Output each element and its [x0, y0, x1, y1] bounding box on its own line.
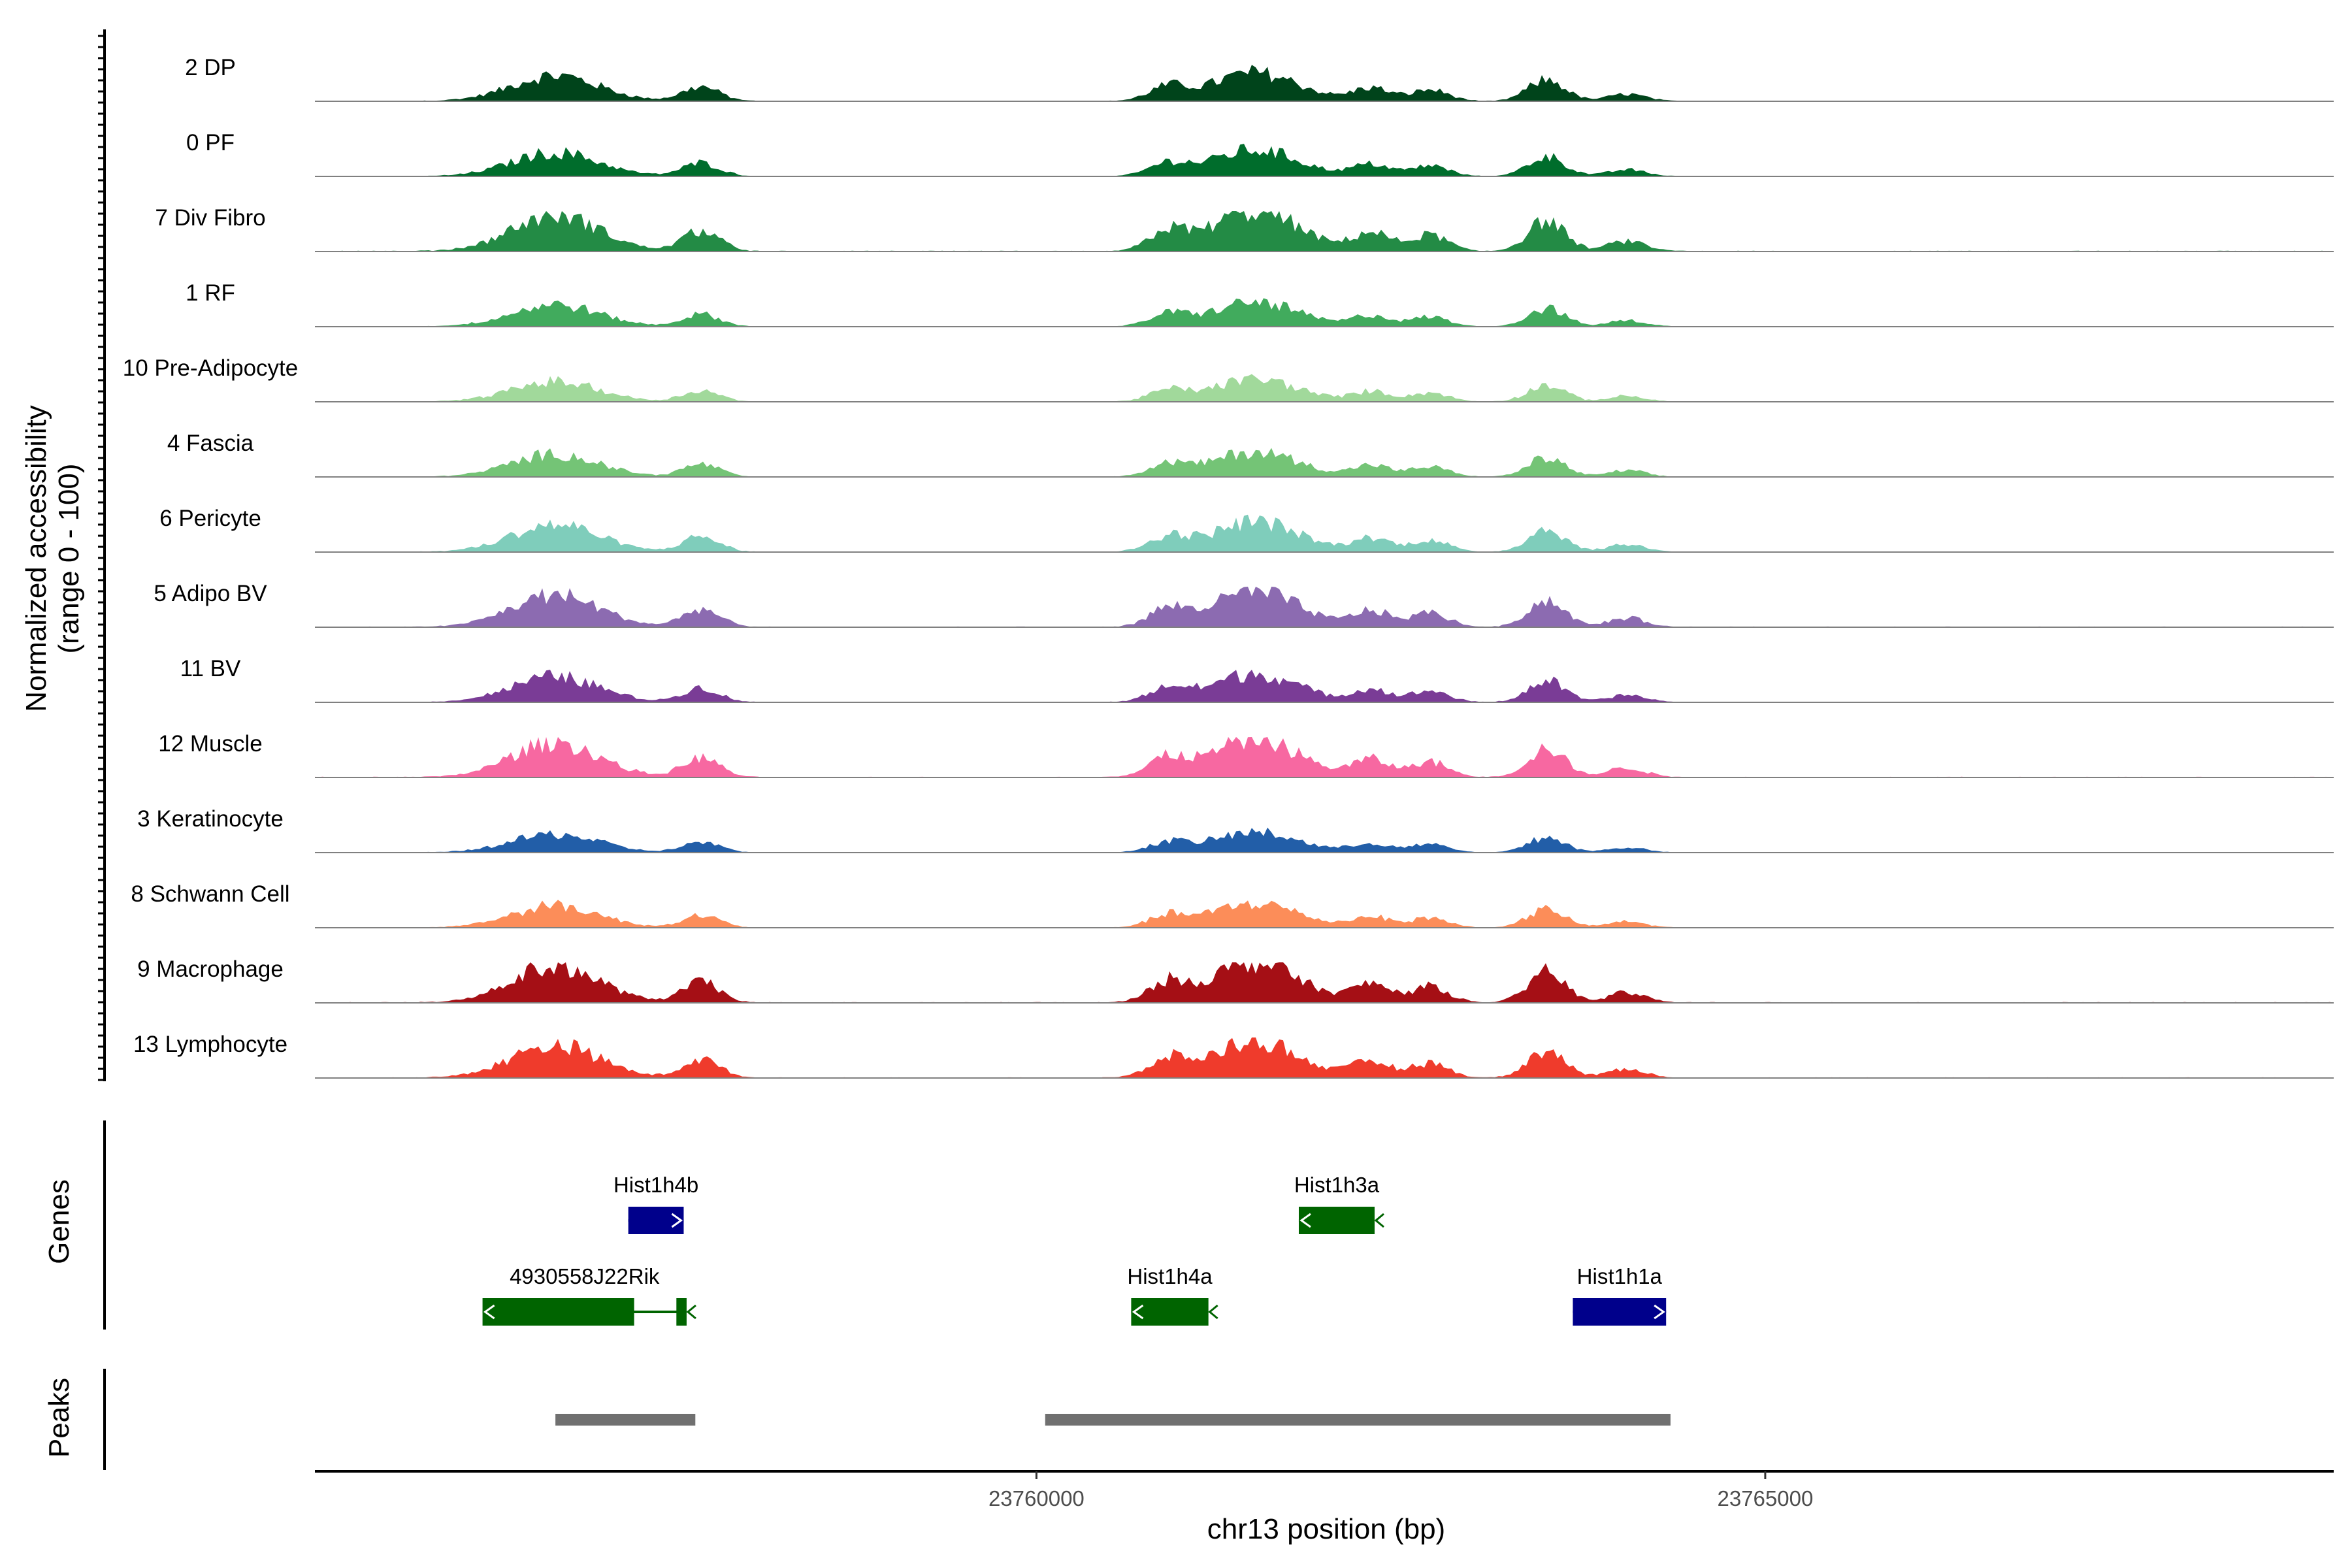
gene-4930558j22rik: 4930558J22Rik [482, 1264, 696, 1326]
gene-strand-arrow-end [1208, 1304, 1218, 1320]
gene-label: Hist1h4a [1127, 1264, 1213, 1288]
gene-hist1h3a: Hist1h3a [1294, 1173, 1384, 1234]
y-axis [98, 29, 106, 1081]
gene-label: 4930558J22Rik [510, 1264, 660, 1288]
accessibility-tracks: 2 DP 0 PF 7 Div Fibro 1 RF 10 Pre-Adipocyte 4… [123, 55, 2334, 1079]
gene-strand-arrow [1654, 1304, 1665, 1320]
gene-strand-arrow [483, 1304, 495, 1320]
gene-strand-arrow [1132, 1304, 1144, 1320]
gene-strand-arrow-end [1374, 1213, 1384, 1228]
x-tick-label: 23760000 [988, 1486, 1085, 1511]
gene-hist1h4b: Hist1h4b [613, 1173, 698, 1234]
track-area [315, 144, 2334, 176]
gene-exon [1573, 1298, 1667, 1326]
track-label: 3 Keratinocyte [137, 806, 284, 832]
track-label: 0 PF [186, 130, 235, 155]
track-label: 7 Div Fibro [155, 205, 265, 231]
gene-label: Hist1h4b [613, 1173, 698, 1197]
gene-exon [628, 1207, 684, 1234]
track-label: 1 RF [186, 280, 235, 306]
gene-exon [1298, 1207, 1375, 1234]
gene-exon [482, 1298, 634, 1326]
track-label: 13 Lymphocyte [133, 1032, 287, 1057]
peaks-track [103, 1369, 1671, 1470]
track-label: 4 Fascia [167, 431, 254, 456]
gene-hist1h4a: Hist1h4a [1127, 1264, 1218, 1326]
x-tick-label: 23765000 [1717, 1486, 1813, 1511]
gene-track: Hist1h4b Hist1h3a 4930558J22Rik Hist1h4a His… [103, 1120, 1667, 1330]
peak-bar [555, 1414, 696, 1426]
track-area [315, 670, 2334, 702]
track-area [315, 211, 2334, 252]
track-area [315, 737, 2334, 777]
gene-label: Hist1h1a [1577, 1264, 1663, 1288]
track-3-keratinocyte: 3 Keratinocyte [137, 806, 2334, 853]
track-1-rf: 1 RF [186, 280, 2334, 327]
track-11-bv: 11 BV [180, 656, 2334, 703]
gene-strand-arrow-end [686, 1304, 696, 1320]
gene-label: Hist1h3a [1294, 1173, 1380, 1197]
track-area [315, 65, 2334, 101]
track-area [315, 374, 2334, 402]
x-axis-title: chr13 position (bp) [1207, 1513, 1445, 1545]
genes-panel-title: Genes [43, 1179, 75, 1264]
track-12-muscle: 12 Muscle [158, 731, 2334, 778]
gene-exon [676, 1298, 687, 1326]
track-5-adipo-bv: 5 Adipo BV [154, 581, 2334, 628]
track-area [315, 587, 2334, 627]
track-area [315, 827, 2334, 853]
track-10-pre-adipocyte: 10 Pre-Adipocyte [123, 355, 2334, 402]
gene-exon [1131, 1298, 1209, 1326]
track-area [315, 962, 2334, 1003]
track-8-schwann-cell: 8 Schwann Cell [131, 881, 2334, 928]
track-13-lymphocyte: 13 Lymphocyte [133, 1032, 2334, 1079]
track-6-pericyte: 6 Pericyte [159, 506, 2334, 553]
track-2-dp: 2 DP [185, 55, 2334, 102]
track-label: 8 Schwann Cell [131, 881, 289, 907]
peak-bar [1045, 1414, 1671, 1426]
track-label: 12 Muscle [158, 731, 263, 757]
track-area [315, 298, 2334, 327]
track-label: 2 DP [185, 55, 236, 80]
track-area [315, 1037, 2334, 1078]
gene-strand-arrow [671, 1213, 683, 1228]
gene-strand-arrow [1299, 1213, 1311, 1228]
peaks-panel-title: Peaks [43, 1378, 75, 1458]
track-area [315, 514, 2334, 552]
track-area [315, 900, 2334, 928]
gene-hist1h1a: Hist1h1a [1573, 1264, 1667, 1326]
track-9-macrophage: 9 Macrophage [137, 956, 2334, 1004]
track-label: 11 BV [180, 656, 241, 681]
track-7-div-fibro: 7 Div Fibro [155, 205, 2334, 252]
track-area [315, 448, 2334, 477]
track-4-fascia: 4 Fascia [167, 431, 2334, 478]
x-axis: 23760000 23765000 [315, 1470, 2334, 1511]
track-label: 9 Macrophage [137, 956, 284, 982]
y-axis-title-line1: Normalized accessibility [20, 405, 52, 711]
track-label: 10 Pre-Adipocyte [123, 355, 298, 381]
track-0-pf: 0 PF [186, 130, 2334, 177]
track-label: 6 Pericyte [159, 506, 261, 531]
y-axis-title-line2: (range 0 - 100) [53, 463, 85, 653]
track-label: 5 Adipo BV [154, 581, 267, 606]
